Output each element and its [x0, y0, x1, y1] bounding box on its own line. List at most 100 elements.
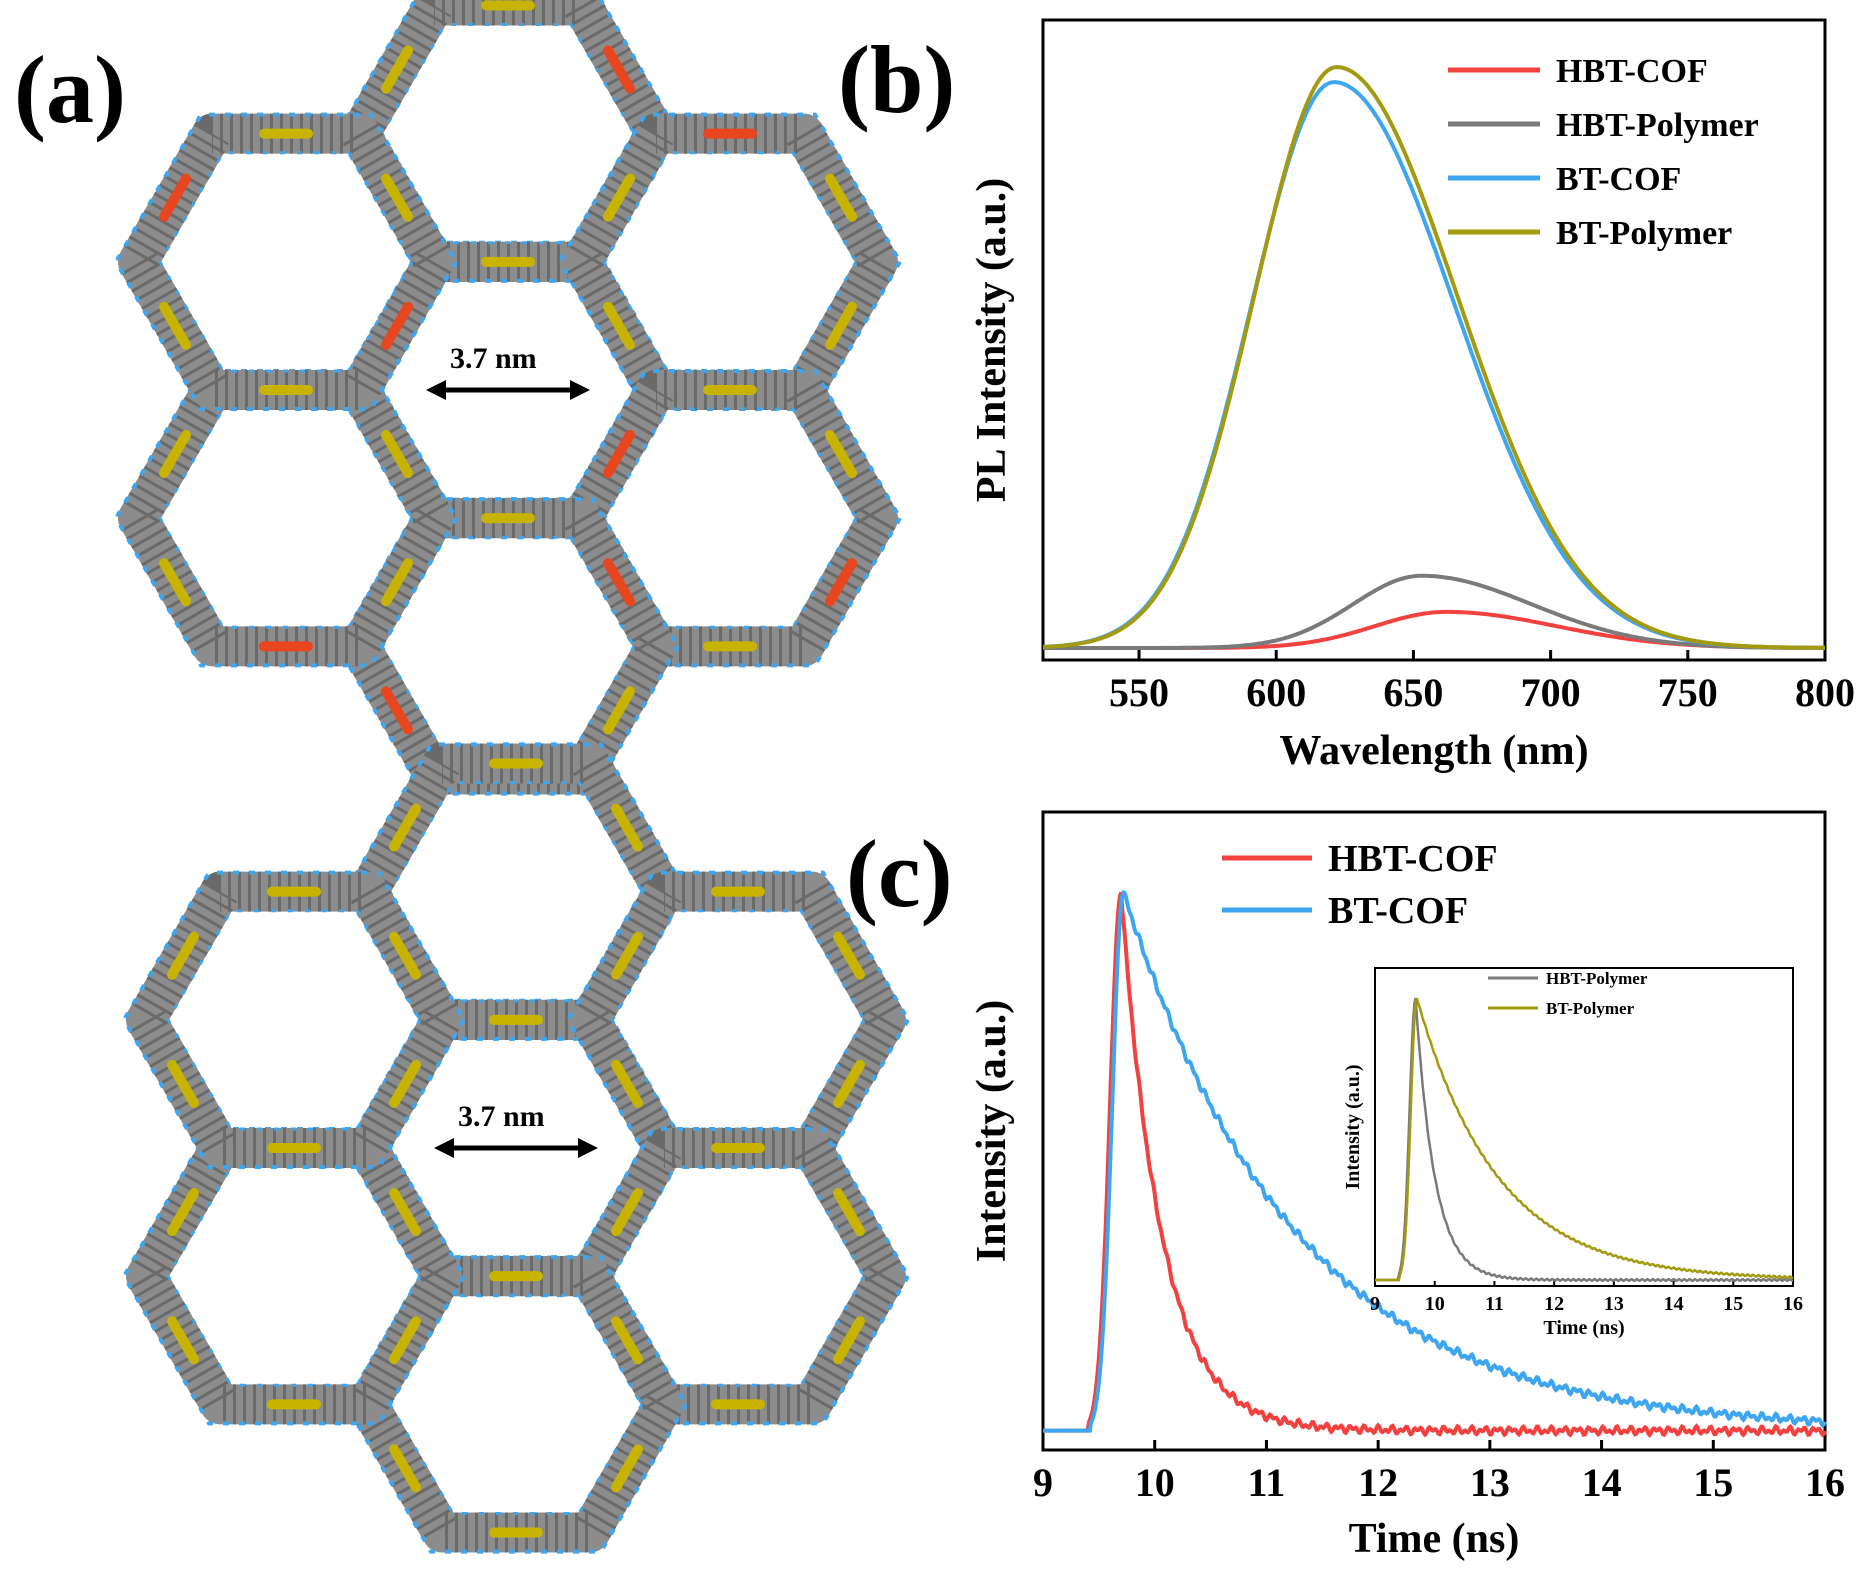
framework-edge — [343, 1255, 689, 1554]
inset-chart: 9 10 11 12 13 14 15 16 Time (ns) Intensity (a.u.)… — [1342, 967, 1803, 1339]
framework-edge — [557, 112, 903, 412]
hexagonal-pore — [557, 112, 903, 412]
x-tick-label: 12 — [1544, 1293, 1564, 1315]
framework-wall — [118, 370, 454, 667]
x-tick-label: 13 — [1470, 1460, 1510, 1505]
linker-accent — [611, 1188, 643, 1237]
linker-accent — [381, 558, 413, 607]
linker-accent — [611, 1059, 643, 1108]
hexagonal-pore — [121, 870, 467, 1170]
linker-accent — [159, 430, 191, 479]
linker-accent — [611, 1316, 643, 1365]
inset-legend-label: HBT-Polymer — [1546, 969, 1648, 988]
panel-a-label: (a) — [14, 36, 126, 143]
legend-label: BT-COF — [1328, 890, 1468, 932]
framework-ridges — [570, 871, 906, 1168]
framework-ridges — [340, 0, 676, 282]
x-tick-label: 10 — [1425, 1293, 1445, 1315]
legend-label: HBT-Polymer — [1556, 107, 1759, 144]
linker-accent — [389, 931, 421, 980]
framework-edge — [121, 1126, 467, 1426]
linker-accent — [389, 1316, 421, 1365]
linker-accent — [159, 301, 191, 350]
framework-ridges — [570, 1128, 906, 1425]
framework-ridges — [126, 871, 462, 1168]
x-tick-label: 600 — [1246, 670, 1306, 715]
x-tick-label: 15 — [1693, 1460, 1733, 1505]
hexagonal-pore — [121, 1126, 467, 1426]
legend-label: BT-Polymer — [1556, 215, 1732, 252]
chart-b: 550 600 650 700 750 800 Wavelength (nm) PL Inte… — [969, 18, 1855, 774]
framework-wall — [118, 113, 454, 410]
linker-accent — [167, 1188, 199, 1237]
panel-b-label: (b) — [838, 26, 955, 133]
cof-structure-top — [113, 0, 903, 796]
x-tick-label: 14 — [1582, 1460, 1622, 1505]
pore-dimension-bottom: 3.7 nm — [434, 1100, 598, 1158]
linker-accent — [825, 301, 857, 350]
x-tick-label: 9 — [1033, 1460, 1053, 1505]
linker-accent — [381, 301, 413, 350]
framework-edge — [113, 368, 459, 668]
x-axis-title: Time (ns) — [1543, 1317, 1624, 1339]
framework-edge — [602, 151, 858, 373]
linker-accent — [167, 931, 199, 980]
x-tick-label: 16 — [1783, 1293, 1803, 1315]
linker-accent — [825, 173, 857, 222]
x-tick-label: 10 — [1135, 1460, 1175, 1505]
panel-c-label: (c) — [846, 820, 953, 927]
pore-size-label: 3.7 nm — [450, 342, 537, 375]
framework-ridges — [348, 1256, 684, 1553]
x-tick-label: 11 — [1485, 1293, 1504, 1315]
linker-accent — [381, 173, 413, 222]
plot-frame — [1041, 18, 1827, 662]
legend-label: HBT-COF — [1328, 838, 1498, 880]
framework-ridges — [562, 370, 898, 667]
y-axis-title: PL Intensity (a.u.) — [969, 178, 1015, 502]
x-tick-label: 800 — [1795, 670, 1855, 715]
linker-accent — [833, 931, 865, 980]
linker-accent — [167, 1316, 199, 1365]
x-tick-label: 11 — [1248, 1460, 1286, 1505]
framework-edge — [565, 1126, 911, 1426]
linker-accent — [833, 1059, 865, 1108]
legend-label: HBT-COF — [1556, 53, 1708, 90]
linker-accent — [825, 558, 857, 607]
linker-accent — [611, 803, 643, 852]
series-line-bt-polymer — [1042, 65, 1825, 650]
linker-accent — [603, 558, 635, 607]
linker-accent — [603, 430, 635, 479]
hexagonal-pore — [335, 0, 681, 283]
linker-accent — [603, 686, 635, 735]
x-axis-title: Time (ns) — [1349, 1516, 1520, 1562]
framework-wall — [570, 871, 906, 1168]
legend-label: BT-COF — [1556, 161, 1681, 198]
framework-edge — [343, 742, 689, 1041]
series-line-bt-cof — [1043, 890, 1827, 1433]
x-tick-label: 15 — [1723, 1293, 1743, 1315]
hexagonal-pore — [113, 112, 459, 412]
x-tick-label: 16 — [1805, 1460, 1845, 1505]
framework-edge — [557, 368, 903, 668]
linker-accent — [389, 1059, 421, 1108]
arrow-head-left — [426, 380, 446, 400]
linker-accent — [159, 558, 191, 607]
y-axis-title: Intensity (a.u.) — [969, 1000, 1015, 1263]
framework-wall — [562, 113, 898, 410]
linker-accent — [389, 1188, 421, 1237]
series-line-bt-cof — [1042, 80, 1826, 650]
x-tick-label: 12 — [1358, 1460, 1398, 1505]
linker-accent — [381, 45, 413, 94]
framework-ridges — [348, 743, 684, 1040]
framework-wall — [126, 1128, 462, 1425]
framework-edge — [166, 909, 422, 1131]
x-axis-title: Wavelength (nm) — [1279, 728, 1588, 774]
x-tick-label: 550 — [1109, 670, 1169, 715]
linker-accent — [603, 301, 635, 350]
framework-edge — [610, 909, 866, 1131]
linker-accent — [167, 1059, 199, 1108]
cof-structure-bottom — [121, 742, 911, 1554]
x-tick-label: 14 — [1664, 1293, 1684, 1315]
hexagonal-pore — [343, 1255, 689, 1554]
linker-accent — [825, 430, 857, 479]
